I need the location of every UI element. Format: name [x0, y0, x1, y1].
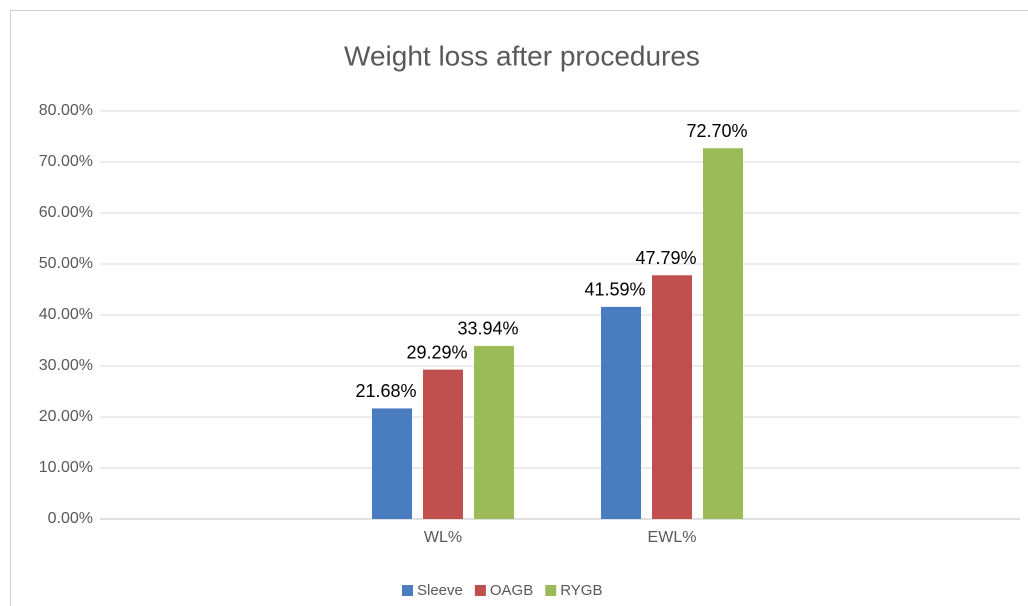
bar	[601, 306, 641, 519]
legend-swatch	[402, 585, 413, 596]
bar	[703, 148, 743, 520]
y-tick-label: 0.00%	[48, 510, 93, 527]
bar	[423, 369, 463, 519]
y-tick-label: 80.00%	[39, 102, 93, 119]
value-label: 47.79%	[635, 248, 696, 268]
x-tick-label: EWL%	[648, 529, 697, 546]
legend-swatch	[545, 585, 557, 596]
legend-label: OAGB	[490, 582, 533, 599]
value-label: 21.68%	[355, 381, 416, 401]
y-tick-label: 30.00%	[39, 357, 93, 374]
legend-label: Sleeve	[417, 582, 463, 599]
bar	[372, 408, 412, 519]
y-tick-label: 70.00%	[39, 153, 93, 170]
value-label: 41.59%	[584, 280, 645, 300]
y-tick-label: 10.00%	[39, 459, 93, 476]
x-tick-label: WL%	[424, 529, 462, 546]
value-label: 29.29%	[406, 342, 467, 362]
y-tick-label: 50.00%	[39, 255, 93, 272]
chart-title: Weight loss after procedures	[344, 40, 700, 71]
y-tick-label: 20.00%	[39, 408, 93, 425]
value-label: 33.94%	[457, 319, 518, 339]
bar	[474, 345, 514, 519]
bar	[652, 275, 692, 519]
y-tick-label: 40.00%	[39, 306, 93, 323]
chart-border	[10, 10, 1028, 606]
value-label: 72.70%	[686, 121, 747, 141]
legend-swatch	[474, 585, 486, 596]
y-tick-label: 60.00%	[39, 204, 93, 221]
legend-label: RYGB	[560, 582, 602, 599]
